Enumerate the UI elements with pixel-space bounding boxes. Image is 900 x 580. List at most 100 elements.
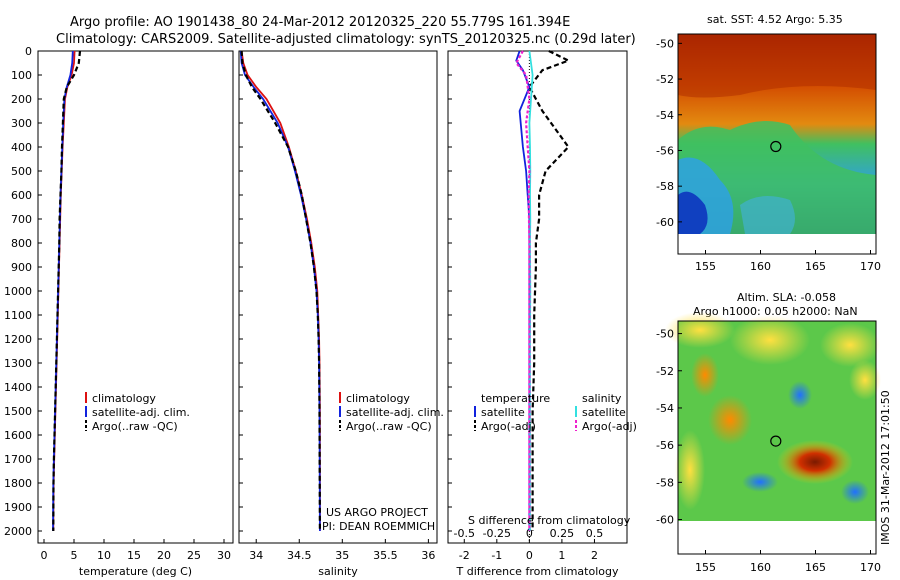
legend-salinity-argo: Argo(-adj)	[582, 420, 637, 433]
figure-title-line2: Climatology: CARS2009. Satellite-adjuste…	[56, 32, 636, 47]
y-tick-label: 1200	[4, 333, 32, 346]
y-tick-label: 700	[11, 213, 32, 226]
salinity-legend: climatology satellite-adj. clim. Argo(..…	[339, 392, 444, 433]
difference-legend: temperature satellite Argo(-adj) salinit…	[474, 392, 637, 433]
salinity-diff-tick-label: 0	[526, 527, 533, 540]
sst-title: sat. SST: 4.52 Argo: 5.35	[707, 13, 843, 26]
series-line	[240, 50, 321, 532]
legend-temperature-argo: Argo(-adj)	[481, 420, 536, 433]
legend-satellite-adj: satellite-adj. clim.	[92, 406, 190, 419]
argo-position-marker	[770, 140, 782, 153]
legend-salinity-heading: salinity	[582, 392, 622, 405]
y-tick-label: 600	[11, 189, 32, 202]
y-tick-label: 900	[11, 261, 32, 274]
project-label: US ARGO PROJECT	[326, 506, 428, 519]
plot-frame	[238, 50, 438, 544]
x-tick-label: -2	[459, 549, 470, 562]
x-tick-label: 36	[421, 549, 435, 562]
map-y-tick-label: -58	[656, 180, 674, 193]
map-x-tick-label: 155	[695, 561, 716, 574]
y-tick-label: 300	[11, 117, 32, 130]
legend-argo: Argo(..raw -QC)	[346, 420, 432, 433]
x-tick-label: 10	[97, 549, 111, 562]
argo-position-marker	[770, 435, 782, 447]
sla-subtitle: Argo h1000: 0.05 h2000: NaN	[693, 305, 858, 318]
map-y-tick-label: -50	[656, 328, 674, 341]
salinity-panel: 34 34.5 35 35.5 36 salinity	[238, 50, 438, 578]
x-axis-label: T difference from climatology	[456, 565, 619, 578]
sst-map-axes: 155 160 165 170 -50 -52 -54 -56 -58 -60	[656, 37, 881, 273]
map-x-tick-label: 160	[750, 260, 771, 273]
map-x-tick-label: 165	[805, 561, 826, 574]
difference-panel: -2 -1 0 1 2 T difference from climatology -0.5…	[447, 50, 628, 578]
y-tick-label: 0	[25, 45, 32, 58]
map-y-tick-label: -56	[656, 439, 674, 452]
salinity-diff-tick-label: -0.25	[483, 527, 511, 540]
legend-climatology: climatology	[346, 392, 410, 405]
salinity-diff-tick-label: -0.5	[454, 527, 475, 540]
y-tick-label: 1900	[4, 501, 32, 514]
y-tick-label: 1000	[4, 285, 32, 298]
x-tick-label: 34.5	[287, 549, 312, 562]
y-tick-label: 2000	[4, 525, 32, 538]
legend-climatology: climatology	[92, 392, 156, 405]
map-y-tick-label: -50	[656, 37, 674, 50]
y-tick-label: 1500	[4, 405, 32, 418]
x-tick-label: -1	[491, 549, 502, 562]
y-tick-label: 1600	[4, 429, 32, 442]
y-tick-label: 800	[11, 237, 32, 250]
map-x-tick-label: 160	[750, 561, 771, 574]
map-x-tick-label: 155	[695, 260, 716, 273]
map-x-tick-label: 170	[860, 260, 881, 273]
map-y-tick-label: -52	[656, 73, 674, 86]
legend-temperature-satellite: satellite	[481, 406, 525, 419]
salinity-diff-tick-label: 0.25	[550, 527, 575, 540]
map-y-tick-label: -54	[656, 109, 674, 122]
x-axis-label: temperature (deg C)	[79, 565, 192, 578]
map-y-tick-label: -54	[656, 402, 674, 415]
x-tick-label: 34	[249, 549, 263, 562]
series-line	[528, 50, 572, 531]
x-tick-label: 1	[558, 549, 565, 562]
y-tick-label: 1100	[4, 309, 32, 322]
x-tick-label: 20	[157, 549, 171, 562]
temperature-panel: 0100200300400500600700800900100011001200…	[4, 45, 234, 578]
x-tick-label: 35.5	[373, 549, 398, 562]
plot-frame	[37, 50, 234, 544]
x-tick-label: 5	[71, 549, 78, 562]
y-tick-label: 1400	[4, 381, 32, 394]
x-tick-label: 0	[526, 549, 533, 562]
imos-timestamp: IMOS 31-Mar-2012 17:01:50	[879, 390, 892, 545]
legend-satellite-adj: satellite-adj. clim.	[346, 406, 444, 419]
sla-map-axes: 155 160 165 170 -50 -52 -54 -56 -58 -60	[656, 328, 881, 574]
map-x-tick-label: 170	[860, 561, 881, 574]
x-axis-label: salinity	[318, 565, 358, 578]
y-tick-label: 1700	[4, 453, 32, 466]
legend-salinity-satellite: satellite	[582, 406, 626, 419]
sla-title: Altim. SLA: -0.058	[737, 291, 836, 304]
sst-map: sat. SST: 4.52 Argo: 5.35 155 160 165 170 -5…	[656, 13, 881, 273]
x-tick-label: 25	[187, 549, 201, 562]
temperature-legend: climatology satellite-adj. clim. Argo(..…	[85, 392, 190, 433]
legend-temperature-heading: temperature	[481, 392, 550, 405]
map-y-tick-label: -58	[656, 476, 674, 489]
x-tick-label: 0	[41, 549, 48, 562]
y-tick-label: 500	[11, 165, 32, 178]
sla-map: Altim. SLA: -0.058 Argo h1000: 0.05 h200…	[656, 291, 881, 574]
series-line	[514, 50, 531, 531]
salinity-diff-tick-label: 0.5	[586, 527, 604, 540]
pi-label: PI: DEAN ROEMMICH	[322, 520, 435, 533]
map-x-tick-label: 165	[805, 260, 826, 273]
plot-frame	[447, 50, 628, 544]
y-tick-label: 1800	[4, 477, 32, 490]
y-tick-label: 100	[11, 69, 32, 82]
x-tick-label: 2	[591, 549, 598, 562]
y-tick-label: 400	[11, 141, 32, 154]
x-tick-label: 15	[127, 549, 141, 562]
y-tick-label: 200	[11, 93, 32, 106]
map-y-tick-label: -60	[656, 216, 674, 229]
figure-title-line1: Argo profile: AO 1901438_80 24-Mar-2012 …	[70, 15, 570, 30]
s-difference-title: S difference from climatology	[468, 514, 631, 527]
series-line	[52, 50, 74, 532]
